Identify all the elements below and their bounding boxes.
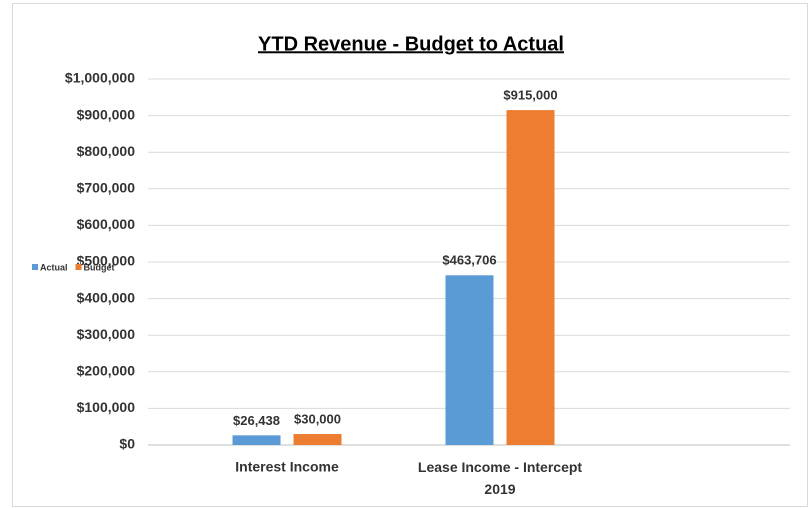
- y-tick-label: $700,000: [77, 180, 136, 196]
- y-tick-label: $800,000: [77, 143, 136, 159]
- x-tick-label: Interest Income: [235, 459, 339, 475]
- legend-swatch: [75, 264, 82, 270]
- bar: [232, 435, 281, 445]
- chart-title: YTD Revenue - Budget to Actual: [258, 33, 564, 55]
- y-tick-label: $300,000: [77, 326, 136, 342]
- y-tick-label: $200,000: [77, 363, 136, 379]
- y-tick-label: $500,000: [77, 253, 136, 269]
- y-tick-label: $0: [119, 436, 135, 452]
- data-label: $26,438: [233, 413, 280, 428]
- y-tick-label: $1,000,000: [65, 70, 135, 86]
- y-tick-label: $100,000: [77, 399, 136, 415]
- bar: [506, 110, 555, 446]
- bar: [293, 434, 342, 445]
- x-tick-label: Lease Income - Intercept 2019: [418, 459, 583, 497]
- legend-label: Budget: [84, 262, 115, 272]
- data-label: $30,000: [294, 411, 341, 426]
- legend-swatch: [32, 264, 38, 270]
- y-tick-label: $600,000: [77, 216, 136, 232]
- y-tick-label: $400,000: [77, 289, 136, 305]
- data-label: $915,000: [503, 88, 557, 103]
- y-tick-label: $900,000: [77, 106, 136, 122]
- data-label: $463,706: [442, 253, 496, 268]
- bar: [445, 275, 494, 445]
- legend-label: Actual: [40, 262, 68, 272]
- chart-border: [12, 3, 808, 507]
